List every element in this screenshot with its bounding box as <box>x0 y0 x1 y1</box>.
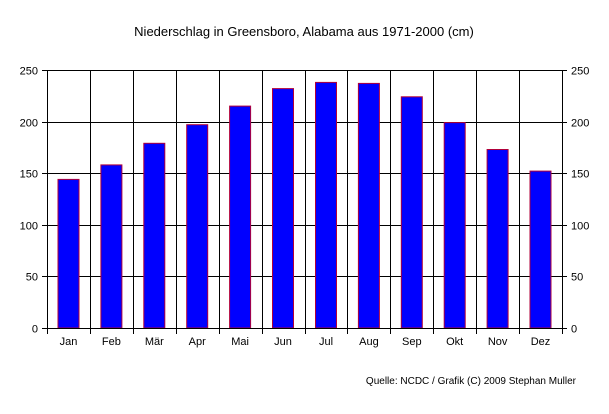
x-tick-label: Dez <box>531 336 551 348</box>
y-tick-label-right: 50 <box>571 272 583 284</box>
x-tick-label: Feb <box>102 336 121 348</box>
axes <box>42 70 567 334</box>
bar-Jul <box>315 81 337 329</box>
y-tick-label-left: 0 <box>32 324 38 336</box>
x-tick-label: Aug <box>359 336 379 348</box>
bar-Dez <box>529 170 552 329</box>
y-tick-label-left: 150 <box>20 169 38 181</box>
bar-Apr <box>186 124 209 329</box>
tick-labels: 0 0 50 50 100 100 150 150 200 200 250 250 Jan Feb Mär A… <box>20 66 590 349</box>
y-tick-label-right: 100 <box>571 221 589 233</box>
y-tick-label-left: 50 <box>26 272 38 284</box>
bar-Mär <box>143 142 166 329</box>
y-tick-label-right: 0 <box>571 324 577 336</box>
bar-Jan <box>57 178 80 329</box>
bar-Nov <box>486 149 509 329</box>
x-tick-label: Okt <box>446 336 463 348</box>
x-tick-label: Nov <box>488 336 508 348</box>
y-tick-label-right: 250 <box>571 66 589 78</box>
plot-frame <box>47 70 563 329</box>
bar-Sep <box>400 96 423 329</box>
bar-Mai <box>229 105 252 329</box>
y-tick-label-left: 200 <box>20 118 38 130</box>
bar-Aug <box>357 82 380 329</box>
x-tick-label: Jul <box>319 336 333 348</box>
x-tick-label: Mär <box>145 336 164 348</box>
x-tick-label: Mai <box>231 336 249 348</box>
y-tick-label-right: 200 <box>571 118 589 130</box>
bar-Feb <box>100 164 123 329</box>
x-tick-label: Jan <box>60 336 78 348</box>
y-tick-label-right: 150 <box>571 169 589 181</box>
x-tick-label: Sep <box>402 336 422 348</box>
bar-Okt <box>443 122 466 329</box>
chart-title: Niederschlag in Greensboro, Alabama aus … <box>134 24 474 39</box>
bars <box>57 81 552 329</box>
grid-lines <box>47 70 563 329</box>
y-tick-label-left: 250 <box>20 66 38 78</box>
bar-Jun <box>272 88 294 329</box>
x-tick-label: Jun <box>274 336 292 348</box>
x-tick-label: Apr <box>189 336 206 348</box>
y-tick-label-left: 100 <box>20 221 38 233</box>
source-credit: Quelle: NCDC / Grafik (C) 2009 Stephan M… <box>366 376 577 387</box>
